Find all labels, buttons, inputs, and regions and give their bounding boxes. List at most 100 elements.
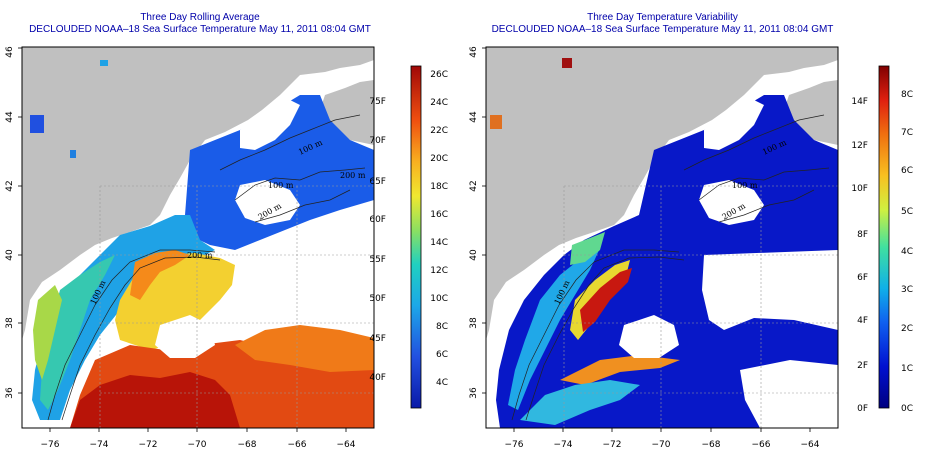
y-tick-label: 40 [469, 249, 479, 261]
contour-label: 200 m [187, 251, 213, 260]
variability-color-scale [878, 65, 890, 409]
y-tick-label: 40 [5, 249, 15, 261]
var-shelf-green [570, 232, 605, 265]
celsius-label: 2C [901, 324, 913, 334]
right-y-ticks [482, 47, 486, 394]
cloud-gap-north [704, 100, 764, 150]
sst-cold-shelf [185, 95, 374, 250]
celsius-label: 3C [901, 285, 913, 295]
left-axes: −76 −74 −72 −70 −68 −66 −64 36 38 40 42 … [5, 46, 356, 450]
land-mass [22, 47, 374, 340]
right-x-ticks [513, 428, 811, 432]
cloud-gap [619, 315, 679, 358]
var-slope-cyan [508, 248, 600, 410]
y-tick-label: 36 [469, 387, 479, 399]
right-map-frame [485, 46, 839, 429]
x-tick-label: −70 [652, 440, 671, 450]
celsius-label: 16C [430, 210, 448, 220]
fahrenheit-label: 65F [369, 177, 386, 187]
y-tick-label: 42 [469, 180, 479, 191]
var-patch [562, 58, 572, 68]
fahrenheit-label: 50F [369, 294, 386, 304]
sst-teal-band [40, 255, 115, 410]
fahrenheit-label: 4F [857, 316, 868, 326]
left-subtitle: DECLOUDED NOAA–18 Sea Surface Temperatur… [29, 24, 371, 35]
fahrenheit-label: 70F [369, 136, 386, 146]
celsius-label: 24C [430, 98, 448, 108]
contour-label: 100 m [732, 181, 758, 190]
right-subtitle: DECLOUDED NOAA–18 Sea Surface Temperatur… [491, 24, 834, 35]
var-low-region [496, 95, 838, 428]
y-tick-label: 46 [5, 46, 15, 58]
celsius-label: 0C [901, 404, 913, 414]
celsius-label: 5C [901, 207, 913, 217]
fahrenheit-label: 60F [369, 215, 386, 225]
contour-label: 100 m [268, 181, 294, 190]
left-map-frame [21, 46, 375, 429]
right-axes: −76 −74 −72 −70 −68 −66 −64 36 38 40 42 … [469, 46, 820, 450]
graticule [99, 185, 374, 428]
y-tick-label: 46 [469, 46, 479, 58]
left-map: 100 m 200 m 200 m 100 m 100 m 200 m [22, 47, 374, 428]
sst-patch [30, 115, 44, 133]
celsius-label: 8C [901, 90, 913, 100]
bathymetry-contours [511, 114, 830, 421]
left-title: Three Day Rolling Average [140, 12, 260, 23]
celsius-label: 6C [901, 166, 913, 176]
x-tick-label: −64 [337, 440, 356, 450]
right-map: 100 m 200 m 100 m 100 m [486, 47, 838, 428]
x-tick-label: −74 [90, 440, 109, 450]
y-tick-label: 42 [5, 180, 15, 191]
bathymetry-contours [47, 114, 366, 421]
celsius-label: 8C [436, 322, 448, 332]
x-tick-label: −66 [288, 440, 307, 450]
x-tick-label: −68 [238, 440, 257, 450]
fahrenheit-label: 0F [857, 404, 868, 414]
x-tick-label: −68 [702, 440, 721, 450]
celsius-label: 10C [430, 294, 448, 304]
sst-green-band [33, 285, 62, 380]
right-colorbar: 14F 12F 10F 8F 6F 4F 2F 0F 8C 7C 6C 5C 4… [851, 65, 913, 414]
sst-patch [100, 60, 108, 66]
celsius-label: 1C [901, 364, 913, 374]
celsius-label: 4C [436, 378, 448, 388]
celsius-label: 14C [430, 238, 448, 248]
fahrenheit-label: 45F [369, 334, 386, 344]
left-x-ticks [49, 428, 347, 432]
x-tick-label: −72 [603, 440, 622, 450]
right-title: Three Day Temperature Variability [587, 12, 738, 23]
x-tick-label: −76 [505, 440, 524, 450]
celsius-label: 12C [430, 266, 448, 276]
fahrenheit-label: 2F [857, 361, 868, 371]
var-south-cyan [520, 380, 640, 425]
celsius-label: 26C [430, 70, 448, 80]
x-tick-label: −74 [554, 440, 573, 450]
fahrenheit-label: 55F [369, 255, 386, 265]
fahrenheit-label: 10F [851, 184, 868, 194]
celsius-label: 18C [430, 182, 448, 192]
sst-orange-east [235, 325, 374, 372]
celsius-label: 20C [430, 154, 448, 164]
celsius-label: 22C [430, 126, 448, 136]
land-mass [486, 47, 838, 340]
sst-color-scale [410, 65, 422, 409]
x-tick-label: −72 [139, 440, 158, 450]
left-y-ticks [18, 47, 22, 394]
fahrenheit-label: 40F [369, 373, 386, 383]
left-map-title: Three Day Rolling Average DECLOUDED NOAA… [20, 12, 380, 36]
cloud-gap-east [238, 250, 374, 330]
y-tick-label: 38 [469, 317, 479, 329]
y-tick-label: 44 [5, 111, 15, 123]
x-tick-label: −64 [801, 440, 820, 450]
sst-orange-ring [130, 250, 190, 300]
y-tick-label: 36 [5, 387, 15, 399]
graticule [563, 185, 838, 428]
x-tick-label: −70 [188, 440, 207, 450]
cloud-gap-north [240, 100, 300, 150]
land-cape [784, 80, 838, 145]
cloud-gap-se [740, 360, 838, 428]
land-cape [320, 80, 374, 145]
contour-label: 200 m [340, 171, 366, 180]
left-colorbar: 75F 70F 65F 60F 55F 50F 45F 40F 26C 24C … [369, 65, 448, 409]
celsius-label: 6C [436, 350, 448, 360]
